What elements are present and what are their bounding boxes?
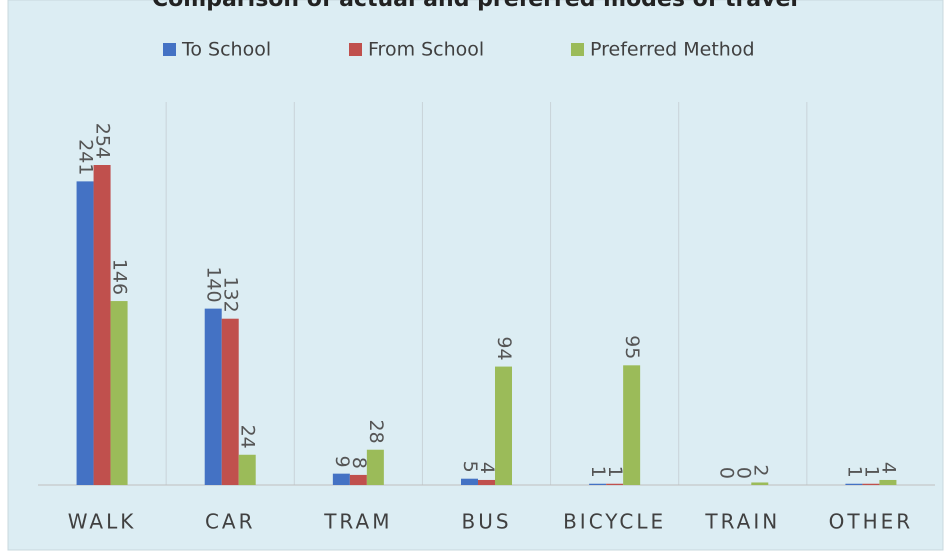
data-label: 4 (476, 462, 498, 474)
data-label: 1 (587, 466, 609, 478)
bar (606, 483, 624, 485)
legend-label: To School (181, 39, 271, 61)
data-label: 241 (75, 139, 97, 175)
bar (495, 366, 512, 485)
chart-title: Comparison of actual and preferred modes… (152, 0, 798, 12)
data-label: 140 (203, 266, 225, 302)
bar (332, 473, 350, 485)
data-label: 0 (715, 467, 737, 479)
data-label: 2 (749, 464, 771, 476)
data-label: 95 (621, 335, 643, 359)
data-label: 0 (732, 467, 754, 479)
x-tick-label: WALK (68, 510, 137, 534)
chart-background (7, 0, 944, 551)
data-label: 1 (860, 466, 882, 478)
x-tick-label: BICYCLE (563, 510, 666, 534)
data-label: 146 (109, 259, 131, 295)
bar (110, 301, 128, 485)
legend-swatch (163, 43, 176, 56)
legend-label: Preferred Method (590, 39, 755, 61)
data-label: 9 (331, 456, 353, 468)
data-label: 4 (877, 462, 899, 474)
bar (751, 482, 769, 485)
bar (478, 479, 495, 485)
data-label: 1 (604, 466, 626, 478)
legend-swatch (349, 43, 362, 56)
bar (366, 449, 384, 485)
bar (461, 478, 478, 485)
data-label: 8 (348, 457, 370, 469)
bar (76, 181, 94, 485)
bar (862, 483, 880, 485)
bar (204, 308, 222, 485)
bar (845, 483, 863, 485)
bar (349, 474, 367, 485)
x-tick-label: TRAM (323, 510, 392, 534)
bar (221, 318, 239, 485)
bar (238, 454, 256, 485)
data-label: 28 (365, 420, 387, 444)
data-label: 132 (220, 276, 242, 312)
legend-label: From School (368, 39, 484, 61)
bar (93, 165, 111, 485)
x-tick-label: TRAIN (704, 510, 780, 534)
bar (879, 479, 897, 485)
data-label: 94 (493, 336, 515, 360)
data-label: 5 (459, 461, 481, 473)
bar (589, 483, 607, 485)
data-label: 1 (843, 466, 865, 478)
data-label: 254 (92, 123, 114, 159)
x-tick-label: CAR (205, 510, 256, 534)
legend-swatch (571, 43, 584, 56)
x-tick-label: BUS (461, 510, 511, 534)
data-label: 24 (237, 425, 259, 449)
x-tick-label: OTHER (829, 510, 914, 534)
bar (623, 365, 641, 485)
